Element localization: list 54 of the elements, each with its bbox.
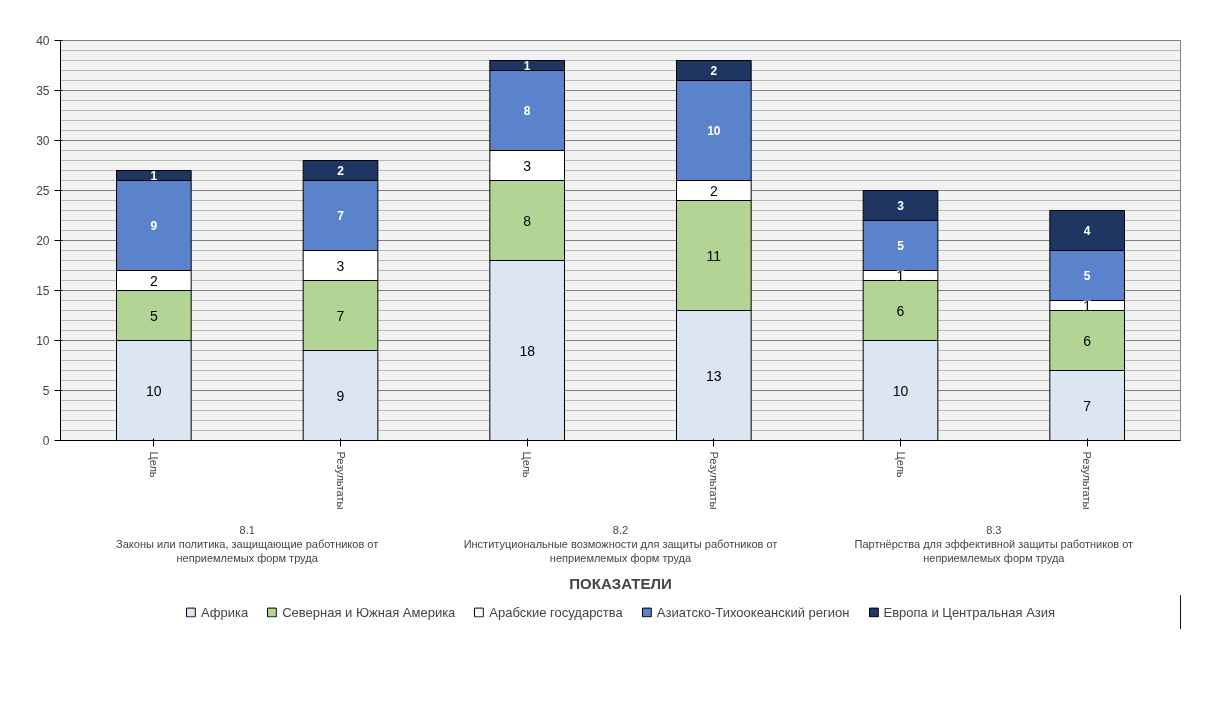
data-label: 4 — [1083, 224, 1091, 238]
data-label: 2 — [149, 272, 158, 289]
data-label: 3 — [897, 199, 905, 213]
data-label: 2 — [710, 64, 718, 78]
legend-label: Африка — [200, 604, 249, 620]
data-label: 9 — [150, 219, 158, 233]
x-tick-label: Результаты — [707, 451, 720, 510]
data-label: 7 — [336, 307, 345, 324]
x-tick-label: Цель — [894, 451, 907, 478]
data-label: 7 — [337, 209, 345, 223]
text: 8.2 Институциональные возможности для защиты работников от неприемлемых форм труда — [463, 523, 778, 565]
legend-label: Европа и Центральная Азия — [883, 604, 1056, 620]
data-label: 7 — [1083, 397, 1092, 414]
data-label: 8 — [523, 104, 531, 118]
y-tick-label: 20 — [36, 234, 50, 248]
legend-label: Азиатско-Тихоокеанский регион — [656, 604, 850, 620]
y-tick-label: 10 — [36, 334, 50, 348]
data-label: 13 — [706, 367, 722, 384]
data-label: 5 — [1083, 269, 1091, 283]
data-label: 9 — [336, 387, 345, 404]
x-tick-label: Цель — [147, 451, 160, 478]
text: 8.3 Партнёрства для эффективной защиты работников от неприемлемых форм труда — [854, 523, 1134, 565]
data-label: 2 — [337, 164, 345, 178]
data-label: 2 — [709, 182, 718, 199]
x-tick-label: Результаты — [1081, 451, 1094, 510]
data-label: 18 — [519, 342, 536, 359]
data-label: 1 — [1083, 297, 1092, 314]
data-label: 10 — [707, 124, 721, 138]
data-label: 10 — [146, 382, 162, 399]
data-label: 6 — [896, 302, 905, 319]
y-tick-label: 5 — [42, 384, 50, 398]
data-label: 5 — [897, 239, 905, 253]
x-axis-title: ПОКАЗАТЕЛИ — [569, 575, 672, 593]
text: 8.1 Законы или политика, защищающие работников от неприемлемых форм труда — [116, 523, 379, 565]
data-label: 8 — [523, 212, 532, 229]
data-label: 1 — [896, 267, 905, 284]
y-tick-label: 35 — [36, 84, 50, 98]
data-label: 1 — [523, 59, 531, 73]
y-tick-label: 30 — [36, 134, 50, 148]
data-label: 6 — [1083, 332, 1092, 349]
legend-label: Арабские государства — [489, 604, 623, 620]
y-tick-label: 0 — [42, 434, 50, 448]
y-tick-label: 40 — [36, 34, 50, 48]
legend-label: Северная и Южная Америка — [282, 604, 456, 620]
data-label: 5 — [149, 307, 158, 324]
data-label: 1 — [150, 169, 158, 183]
data-label: 11 — [706, 247, 722, 264]
data-label: 3 — [523, 157, 532, 174]
y-tick-label: 15 — [36, 284, 50, 298]
data-label: 3 — [336, 257, 345, 274]
x-tick-label: Результаты — [334, 451, 347, 510]
y-tick-label: 25 — [36, 184, 50, 198]
x-tick-label: Цель — [521, 451, 534, 478]
data-label: 10 — [892, 382, 909, 399]
